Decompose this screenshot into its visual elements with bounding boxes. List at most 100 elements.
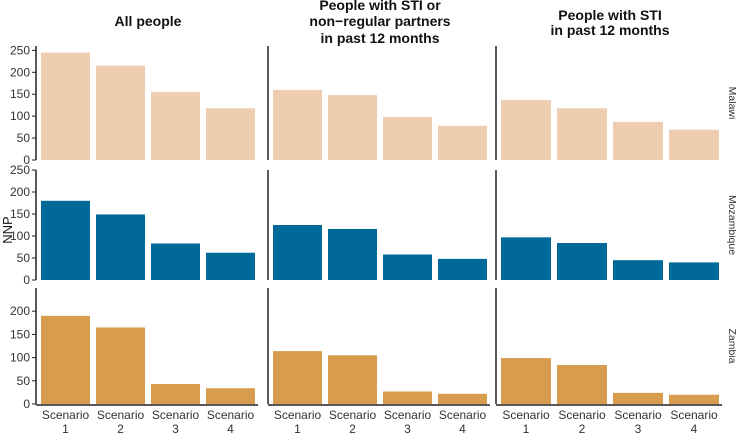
panel-mozambique-col-2 bbox=[267, 170, 487, 280]
bar-malawi-col-1-scenario-3 bbox=[151, 92, 200, 160]
x-tick-label-col-2-scenario-1-line-1: Scenario bbox=[274, 408, 322, 422]
x-tick-label-col-1-scenario-3-line-1: Scenario bbox=[152, 408, 200, 422]
y-tick-label-zambia-50: 50 bbox=[17, 374, 31, 388]
panel-malawi-col-3 bbox=[495, 46, 719, 160]
x-tick-label-col-3-scenario-4-line-1: Scenario bbox=[670, 408, 718, 422]
bar-zambia-col-1-scenario-3 bbox=[151, 384, 200, 404]
x-tick-label-col-2-scenario-4-line-2: 4 bbox=[459, 422, 466, 435]
bar-malawi-col-1-scenario-4 bbox=[206, 108, 255, 160]
x-tick-label-col-2-scenario-3-line-1: Scenario bbox=[384, 408, 432, 422]
x-tick-label-col-2-scenario-4-line-1: Scenario bbox=[439, 408, 487, 422]
bar-malawi-col-2-scenario-4 bbox=[438, 125, 487, 160]
column-titles: All people People with STI ornon−regular … bbox=[115, 0, 670, 46]
x-tick-label-col-1-scenario-4-line-2: 4 bbox=[227, 422, 234, 435]
bar-malawi-col-3-scenario-1 bbox=[501, 99, 551, 160]
y-tick-label-zambia-0: 0 bbox=[23, 397, 30, 411]
y-tick-label-mozambique-0: 0 bbox=[23, 273, 30, 287]
bar-malawi-col-2-scenario-2 bbox=[328, 95, 377, 160]
y-tick-label-malawi-0: 0 bbox=[23, 153, 30, 167]
chart-panels: 0501001502002500501001502002500501001502… bbox=[10, 43, 722, 435]
bar-zambia-col-1-scenario-2 bbox=[96, 327, 145, 404]
column-title-3-line-1: People with STI bbox=[558, 7, 661, 23]
y-tick-label-zambia-150: 150 bbox=[10, 327, 30, 341]
bar-mozambique-col-1-scenario-1 bbox=[41, 200, 90, 280]
panel-malawi-col-2 bbox=[267, 46, 487, 160]
bar-zambia-col-2-scenario-4 bbox=[438, 393, 487, 404]
row-label-malawi: Malawi bbox=[726, 87, 736, 120]
y-tick-label-zambia-200: 200 bbox=[10, 304, 30, 318]
bar-mozambique-col-2-scenario-2 bbox=[328, 228, 377, 280]
bar-zambia-col-1-scenario-4 bbox=[206, 388, 255, 404]
row-strip-labels: Malawi Mozambique Zambia bbox=[726, 87, 736, 364]
panel-mozambique-col-3 bbox=[495, 170, 719, 280]
y-tick-label-zambia-100: 100 bbox=[10, 351, 30, 365]
bar-mozambique-col-3-scenario-2 bbox=[557, 243, 607, 280]
x-tick-label-col-1-scenario-4-line-1: Scenario bbox=[207, 408, 255, 422]
bar-zambia-col-2-scenario-2 bbox=[328, 355, 377, 404]
column-title-3-line-2: in past 12 months bbox=[550, 22, 669, 38]
y-tick-label-mozambique-150: 150 bbox=[10, 207, 30, 221]
row-label-zambia: Zambia bbox=[726, 328, 736, 363]
bar-mozambique-col-1-scenario-2 bbox=[96, 214, 145, 280]
bar-mozambique-col-3-scenario-4 bbox=[669, 262, 719, 280]
x-tick-label-col-1-scenario-1-line-2: 1 bbox=[62, 422, 69, 435]
x-tick-label-col-3-scenario-1-line-1: Scenario bbox=[502, 408, 550, 422]
column-title-1-line-1: All people bbox=[115, 13, 182, 29]
column-title-2-line-2: non−regular partners bbox=[309, 13, 450, 29]
x-tick-label-col-3-scenario-3-line-2: 3 bbox=[635, 422, 642, 435]
bar-zambia-col-3-scenario-3 bbox=[613, 392, 663, 404]
bar-malawi-col-2-scenario-3 bbox=[383, 117, 432, 160]
bar-mozambique-col-1-scenario-3 bbox=[151, 243, 200, 280]
bar-mozambique-col-1-scenario-4 bbox=[206, 252, 255, 280]
bar-mozambique-col-2-scenario-4 bbox=[438, 258, 487, 280]
y-axis-label: NNP bbox=[0, 216, 15, 243]
bar-zambia-col-1-scenario-1 bbox=[41, 315, 90, 404]
bar-mozambique-col-3-scenario-3 bbox=[613, 260, 663, 280]
x-tick-label-col-3-scenario-3-line-1: Scenario bbox=[614, 408, 662, 422]
bar-malawi-col-1-scenario-2 bbox=[96, 65, 145, 160]
bar-mozambique-col-2-scenario-1 bbox=[273, 225, 322, 280]
y-tick-label-mozambique-100: 100 bbox=[10, 229, 30, 243]
bar-mozambique-col-2-scenario-3 bbox=[383, 254, 432, 280]
x-tick-label-col-1-scenario-2-line-2: 2 bbox=[117, 422, 124, 435]
x-tick-label-col-1-scenario-1-line-1: Scenario bbox=[42, 408, 90, 422]
bar-zambia-col-2-scenario-1 bbox=[273, 351, 322, 404]
bar-zambia-col-3-scenario-1 bbox=[501, 358, 551, 404]
y-tick-label-malawi-150: 150 bbox=[10, 87, 30, 101]
y-tick-label-malawi-100: 100 bbox=[10, 109, 30, 123]
x-tick-label-col-3-scenario-4-line-2: 4 bbox=[691, 422, 698, 435]
x-tick-label-col-2-scenario-3-line-2: 3 bbox=[404, 422, 411, 435]
x-tick-label-col-3-scenario-2-line-1: Scenario bbox=[558, 408, 606, 422]
bar-malawi-col-2-scenario-1 bbox=[273, 89, 322, 160]
bar-zambia-col-2-scenario-3 bbox=[383, 391, 432, 404]
bar-mozambique-col-3-scenario-1 bbox=[501, 237, 551, 280]
y-tick-label-malawi-200: 200 bbox=[10, 65, 30, 79]
bar-zambia-col-3-scenario-2 bbox=[557, 365, 607, 404]
bar-malawi-col-1-scenario-1 bbox=[41, 52, 90, 161]
x-tick-label-col-3-scenario-1-line-2: 1 bbox=[523, 422, 530, 435]
y-tick-label-mozambique-200: 200 bbox=[10, 185, 30, 199]
x-tick-label-col-3-scenario-2-line-2: 2 bbox=[579, 422, 586, 435]
y-tick-label-mozambique-250: 250 bbox=[10, 163, 30, 177]
panel-malawi-col-1: 0 50 100 150 200 250 bbox=[10, 43, 255, 167]
x-tick-label-col-1-scenario-3-line-2: 3 bbox=[172, 422, 179, 435]
bar-zambia-col-3-scenario-4 bbox=[669, 394, 719, 404]
column-title-2-line-1: People with STI or bbox=[319, 0, 441, 13]
y-tick-label-malawi-50: 50 bbox=[17, 131, 31, 145]
bar-malawi-col-3-scenario-4 bbox=[669, 129, 719, 160]
y-tick-label-mozambique-50: 50 bbox=[17, 251, 31, 265]
y-tick-label-malawi-250: 250 bbox=[10, 43, 30, 57]
panel-zambia-col-1: 050100150200Scenario1Scenario2Scenario3S… bbox=[10, 288, 258, 435]
panel-mozambique-col-1: 0 50 100 150 200 250 bbox=[10, 163, 255, 287]
x-tick-label-col-2-scenario-2-line-1: Scenario bbox=[329, 408, 377, 422]
bar-malawi-col-3-scenario-2 bbox=[557, 108, 607, 160]
row-label-mozambique: Mozambique bbox=[726, 195, 736, 255]
x-tick-label-col-1-scenario-2-line-1: Scenario bbox=[97, 408, 145, 422]
x-tick-label-col-2-scenario-2-line-2: 2 bbox=[349, 422, 356, 435]
column-title-2-line-3: in past 12 months bbox=[320, 30, 439, 46]
bar-malawi-col-3-scenario-3 bbox=[613, 121, 663, 160]
x-tick-label-col-2-scenario-1-line-2: 1 bbox=[294, 422, 301, 435]
